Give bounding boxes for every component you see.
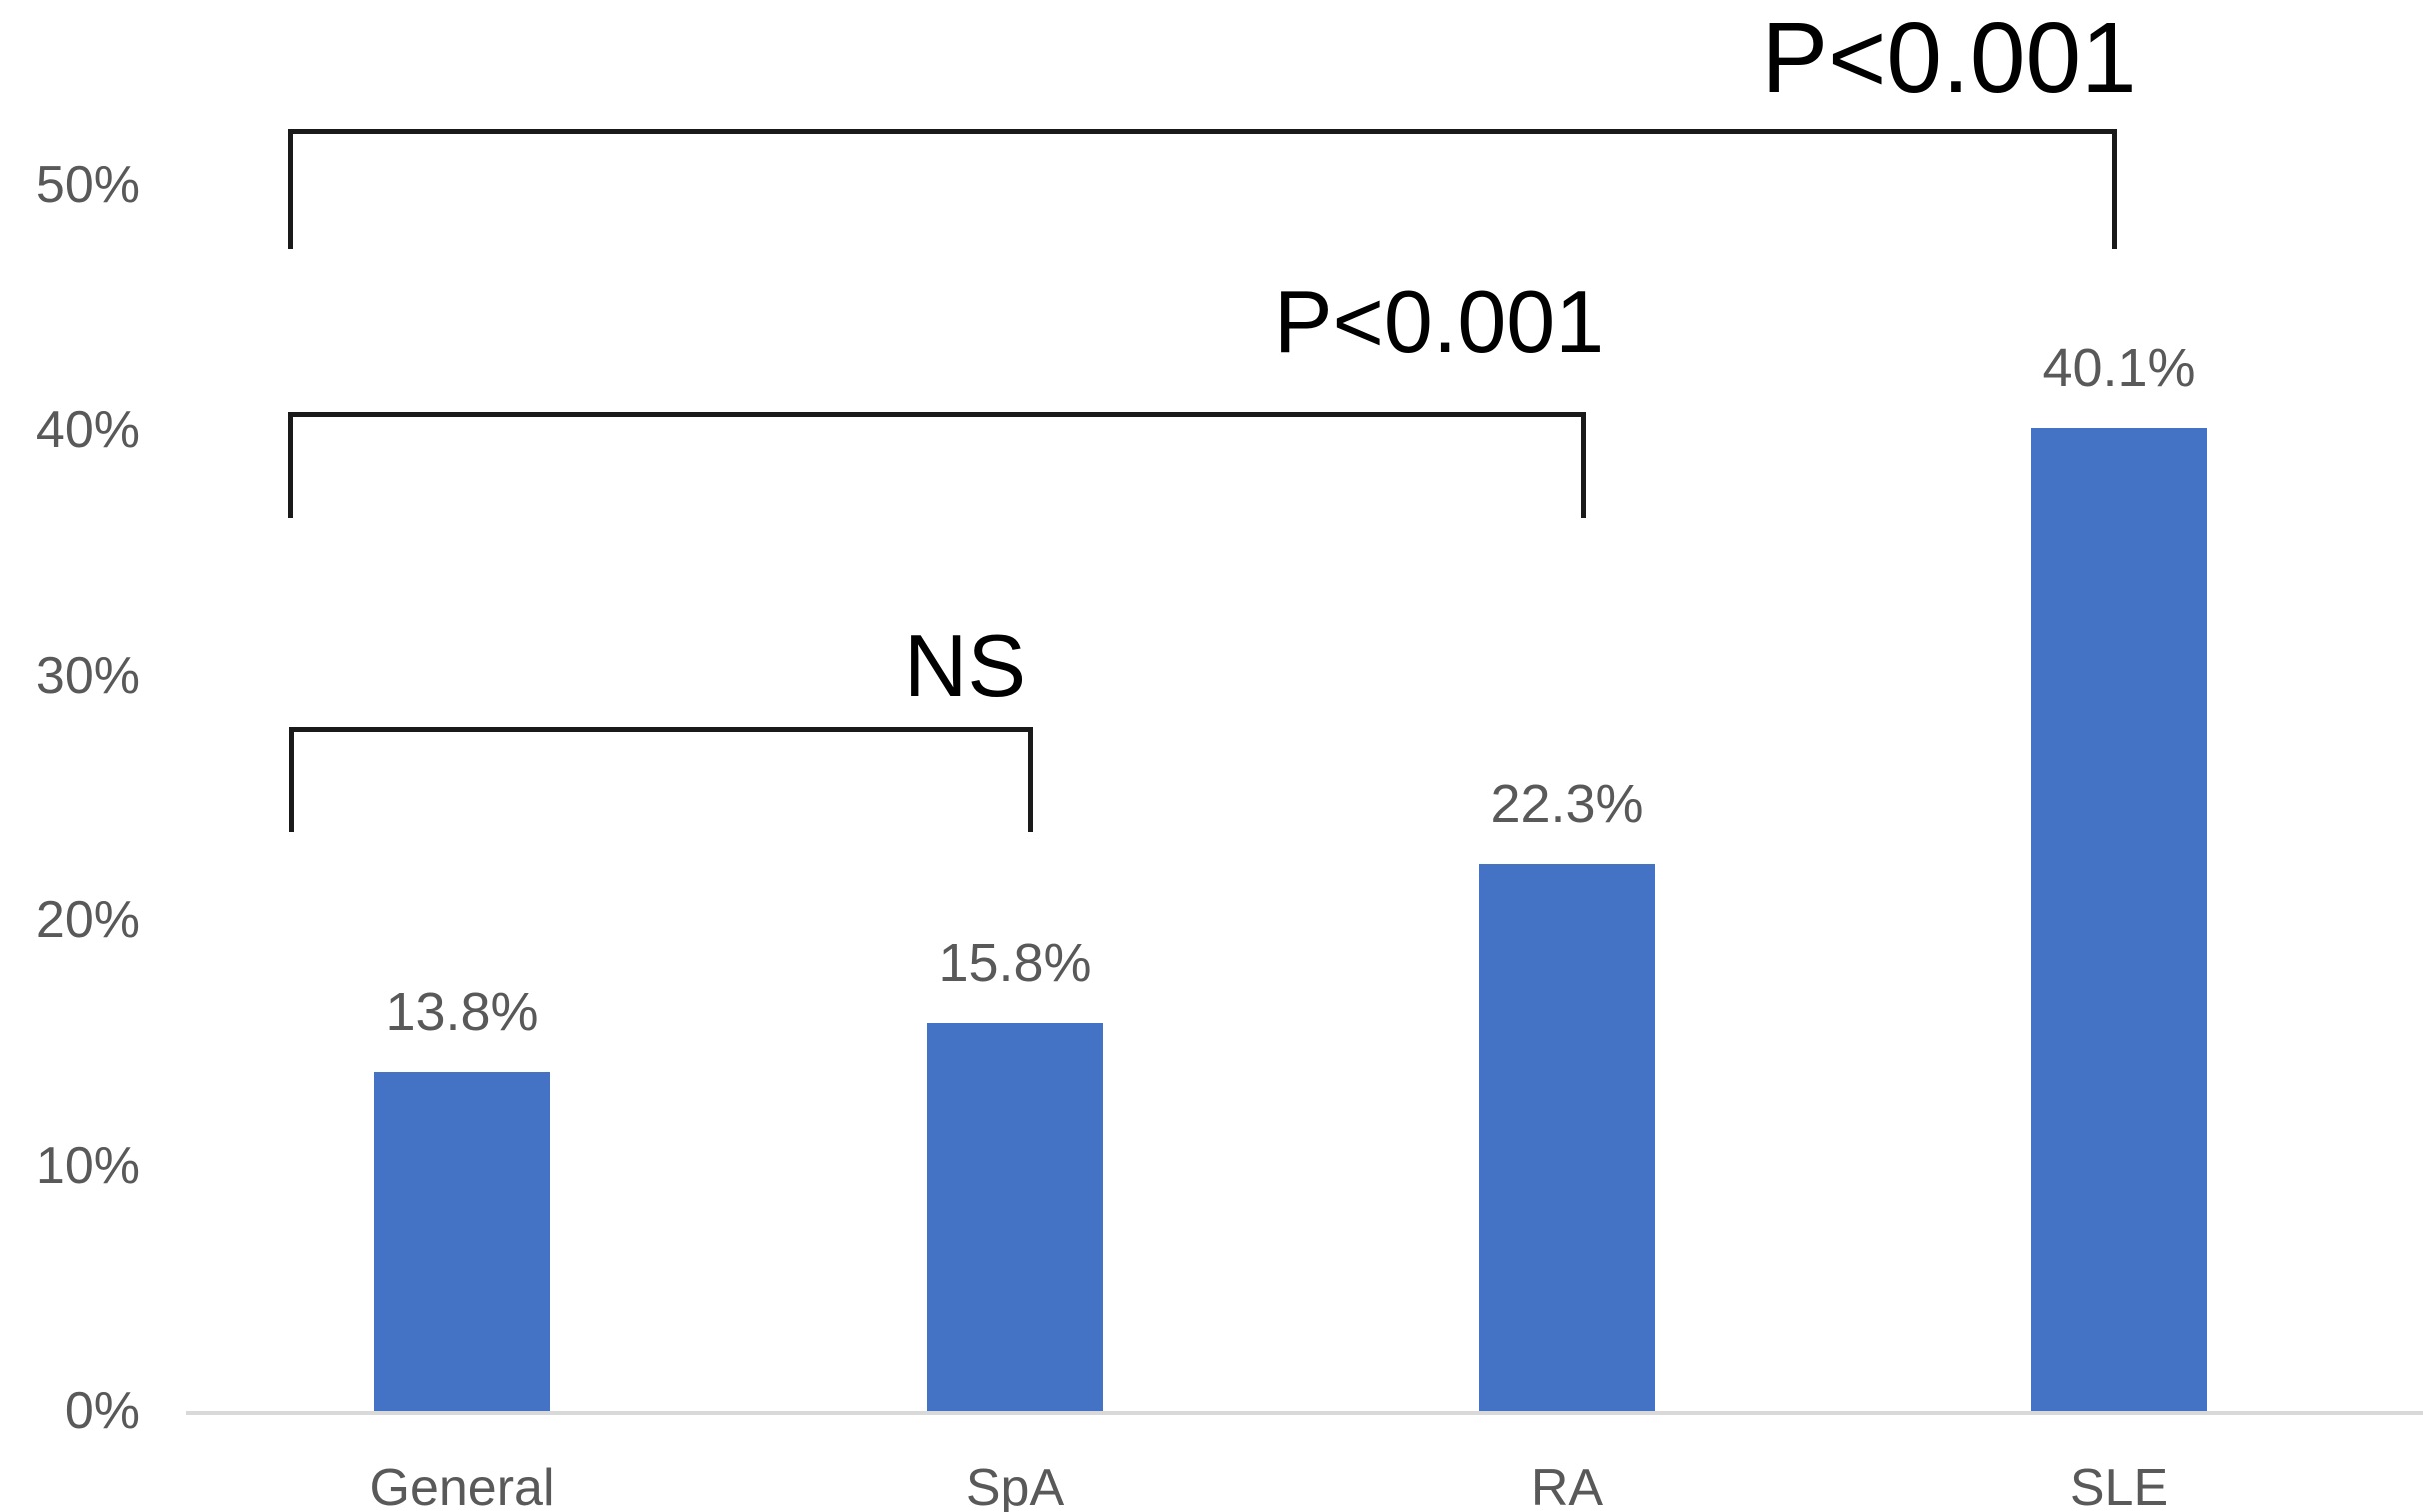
y-axis-tick-label: 30% <box>35 646 140 705</box>
y-axis-tick-label: 10% <box>35 1136 140 1195</box>
significance-bracket-general-vs-ra <box>288 412 1586 518</box>
bar-value-label: 22.3% <box>1490 773 1644 834</box>
x-axis-category-label: SLE <box>2069 1459 2169 1512</box>
y-axis-tick-label: 20% <box>35 891 140 949</box>
x-axis-category-label: General <box>369 1459 555 1512</box>
bar-value-label: 40.1% <box>2042 337 2196 398</box>
x-axis-category-label: RA <box>1530 1459 1604 1512</box>
y-axis-tick-label: 50% <box>35 155 140 214</box>
x-axis-category-label: SpA <box>965 1459 1065 1512</box>
y-axis-tick-label: 0% <box>64 1382 140 1440</box>
significance-label: P<0.001 <box>1273 272 1605 371</box>
bar-spa <box>927 1023 1103 1411</box>
significance-bracket-general-vs-sle <box>288 129 2117 249</box>
y-axis-tick-label: 40% <box>35 401 140 459</box>
bar-ra <box>1479 863 1655 1411</box>
significance-label: P<0.001 <box>1761 2 2137 114</box>
bar-sle <box>2031 427 2207 1411</box>
bar-general <box>374 1072 550 1411</box>
bar-value-label: 13.8% <box>385 982 539 1043</box>
x-axis-line <box>186 1411 2423 1415</box>
significance-bracket-general-vs-spa <box>289 727 1033 832</box>
bar-value-label: 15.8% <box>938 933 1092 994</box>
significance-label: NS <box>903 616 1027 715</box>
